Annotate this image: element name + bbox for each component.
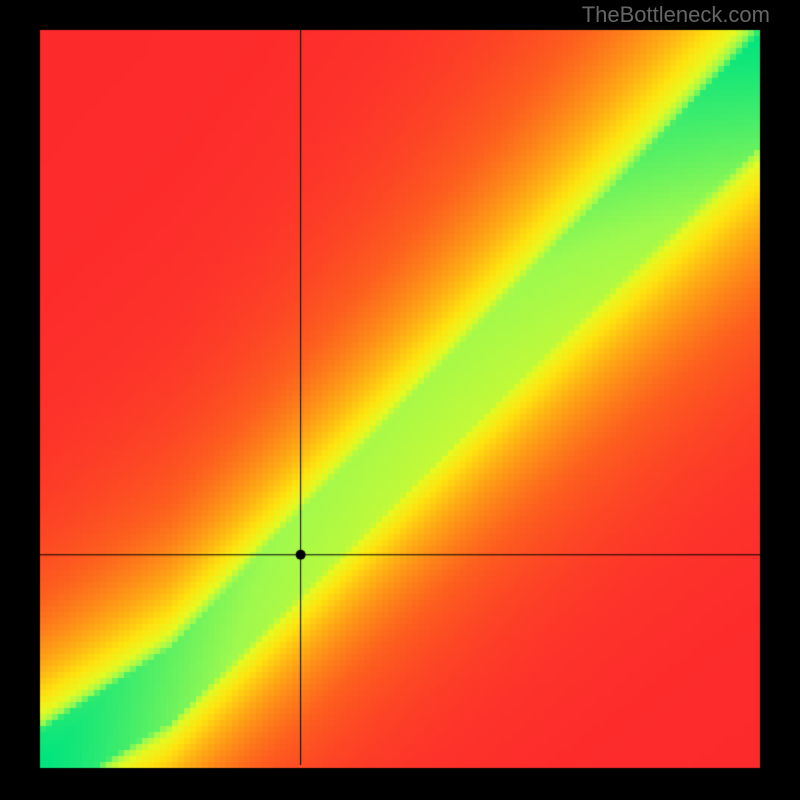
chart-container: TheBottleneck.com (0, 0, 800, 800)
bottleneck-heatmap (0, 0, 800, 800)
watermark-text: TheBottleneck.com (582, 2, 770, 28)
